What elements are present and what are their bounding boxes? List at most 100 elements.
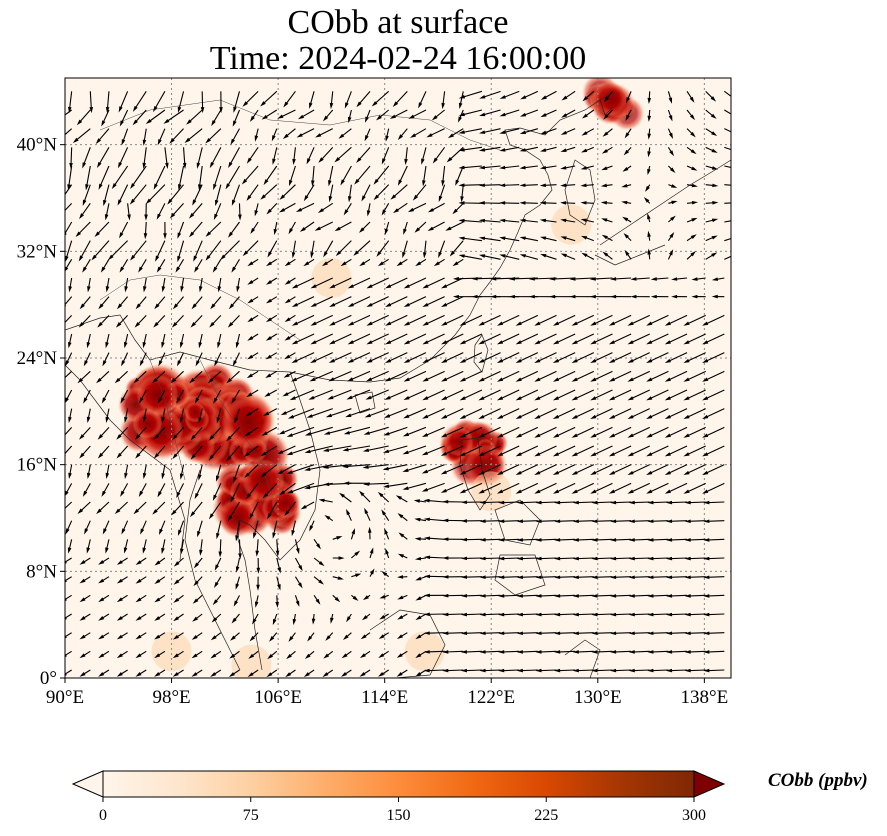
wind-arrow-head xyxy=(647,133,652,140)
wind-arrow-shaft xyxy=(385,482,408,488)
wind-arrow-head xyxy=(116,597,123,603)
wind-arrow-shaft xyxy=(83,184,91,204)
wind-arrow-shaft xyxy=(387,296,408,307)
wind-arrow-head xyxy=(590,358,597,364)
wind-arrow-head xyxy=(498,631,505,636)
wind-arrow-shaft xyxy=(337,240,352,255)
wind-arrow-head xyxy=(603,96,609,103)
wind-arrow-shaft xyxy=(480,426,501,437)
wind-arrow-head xyxy=(458,254,465,258)
wind-arrow-head xyxy=(403,340,410,345)
wind-arrow-head xyxy=(377,261,384,267)
wind-arrow-head xyxy=(100,266,106,273)
wind-arrow-shaft xyxy=(650,650,669,653)
wind-arrow-head xyxy=(77,377,84,384)
wind-arrow-shaft xyxy=(536,482,557,493)
wind-arrow-shaft xyxy=(538,650,557,653)
wind-arrow-head xyxy=(590,321,597,326)
wind-arrow-head xyxy=(590,414,597,420)
wind-arrow-head xyxy=(235,535,239,542)
wind-arrow-shaft xyxy=(385,445,408,453)
wind-arrow-head xyxy=(515,396,522,401)
wind-arrow-head xyxy=(79,213,85,220)
wind-arrow-head xyxy=(154,653,161,659)
wind-arrow-head xyxy=(402,468,409,472)
wind-arrow-head xyxy=(664,489,671,494)
wind-arrow-head xyxy=(535,519,542,524)
wind-arrow-shaft xyxy=(669,520,688,522)
wind-arrow-head xyxy=(342,447,349,452)
wind-arrow-shaft xyxy=(443,408,464,419)
wind-arrow-shaft xyxy=(85,165,91,188)
wind-arrow-head xyxy=(423,612,430,617)
wind-arrow-shaft xyxy=(557,650,576,653)
wind-arrow-head xyxy=(283,101,289,108)
concentration-blob xyxy=(132,408,163,439)
wind-arrow-head xyxy=(711,235,718,240)
concentration-blob xyxy=(217,498,258,538)
wind-arrow-head xyxy=(440,414,448,419)
wind-arrow-head xyxy=(422,284,429,289)
wind-arrow-head xyxy=(343,430,351,435)
wind-arrow-head xyxy=(338,133,345,139)
wind-arrow-shaft xyxy=(463,650,482,653)
wind-arrow-head xyxy=(712,201,719,205)
wind-arrow-shaft xyxy=(631,520,650,522)
wind-arrow-head xyxy=(83,360,88,367)
wind-arrow-shaft xyxy=(519,594,538,597)
wind-arrow-head xyxy=(610,650,617,654)
wind-arrow-head xyxy=(246,157,252,164)
wind-arrow-head xyxy=(396,653,403,658)
wind-arrow-head xyxy=(154,303,160,310)
wind-arrow-head xyxy=(646,414,653,420)
wind-arrow-head xyxy=(209,322,215,328)
wind-arrow-head xyxy=(226,455,232,462)
wind-arrow-head xyxy=(458,116,462,123)
wind-arrow-head xyxy=(384,377,392,382)
wind-arrow-head xyxy=(161,286,166,293)
wind-arrow-head xyxy=(116,653,123,659)
wind-arrow-head xyxy=(591,538,598,542)
wind-arrow-head xyxy=(329,284,336,289)
wind-arrow-head xyxy=(315,598,321,605)
wind-arrow-shaft xyxy=(592,426,613,437)
wind-arrow-head xyxy=(364,135,369,142)
wind-arrow-shaft xyxy=(461,90,483,99)
wind-arrow-head xyxy=(535,575,542,580)
wind-arrow-head xyxy=(645,185,650,192)
wind-arrow-head xyxy=(534,452,541,457)
wind-arrow-head xyxy=(710,113,717,119)
wind-arrow-head xyxy=(79,597,86,603)
wind-arrow-head xyxy=(628,519,635,524)
wind-arrow-shaft xyxy=(231,483,240,501)
wind-arrow-head xyxy=(479,650,486,654)
wind-arrow-head xyxy=(244,472,250,479)
wind-arrow-head xyxy=(535,538,542,542)
concentration-blob xyxy=(221,395,275,450)
wind-arrow-head xyxy=(591,575,598,580)
wind-arrow-head xyxy=(590,470,597,476)
wind-arrow-shaft xyxy=(592,482,613,493)
wind-arrow-head xyxy=(208,435,214,441)
wind-arrow-shaft xyxy=(406,314,427,325)
wind-arrow-head xyxy=(347,284,354,289)
wind-arrow-head xyxy=(98,653,105,659)
wind-arrow-head xyxy=(496,377,504,382)
wind-arrow-head xyxy=(116,434,122,440)
wind-arrow-shaft xyxy=(667,408,688,419)
wind-arrow-head xyxy=(684,612,691,617)
concentration-blob xyxy=(271,488,302,519)
wind-arrow-head xyxy=(329,302,336,308)
wind-arrow-head xyxy=(535,556,542,561)
wind-arrow-head xyxy=(292,618,297,626)
wind-arrow-head xyxy=(117,199,122,206)
wind-arrow-head xyxy=(666,650,673,654)
wind-arrow-head xyxy=(323,431,331,435)
wind-arrow-head xyxy=(154,616,161,621)
wind-arrow-shaft xyxy=(613,576,632,578)
lon-tick-label: 130°E xyxy=(574,687,622,708)
wind-arrow-head xyxy=(157,491,162,498)
wind-arrow-head xyxy=(78,255,84,262)
wind-arrow-head xyxy=(310,340,317,345)
wind-arrow-shaft xyxy=(650,538,669,541)
